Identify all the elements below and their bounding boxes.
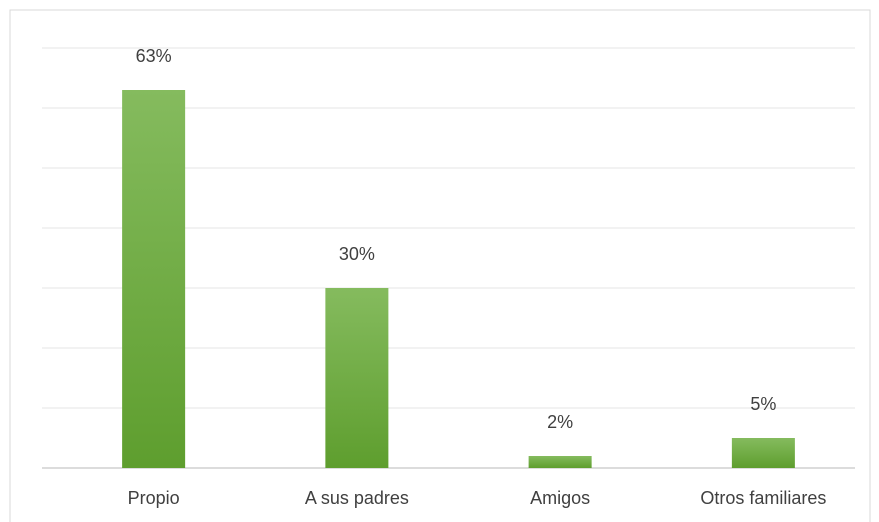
bar <box>325 288 389 468</box>
chart-frame <box>9 9 871 522</box>
bar <box>731 438 795 468</box>
data-label: 2% <box>547 412 573 432</box>
x-tick-label: Otros familiares <box>700 488 826 508</box>
x-tick-label: A sus padres <box>305 488 409 508</box>
data-label: 30% <box>339 244 375 264</box>
bar <box>528 456 592 468</box>
x-tick-label: Propio <box>128 488 180 508</box>
data-label: 63% <box>136 46 172 66</box>
data-label: 5% <box>750 394 776 414</box>
bar <box>122 90 186 468</box>
x-tick-label: Amigos <box>530 488 590 508</box>
